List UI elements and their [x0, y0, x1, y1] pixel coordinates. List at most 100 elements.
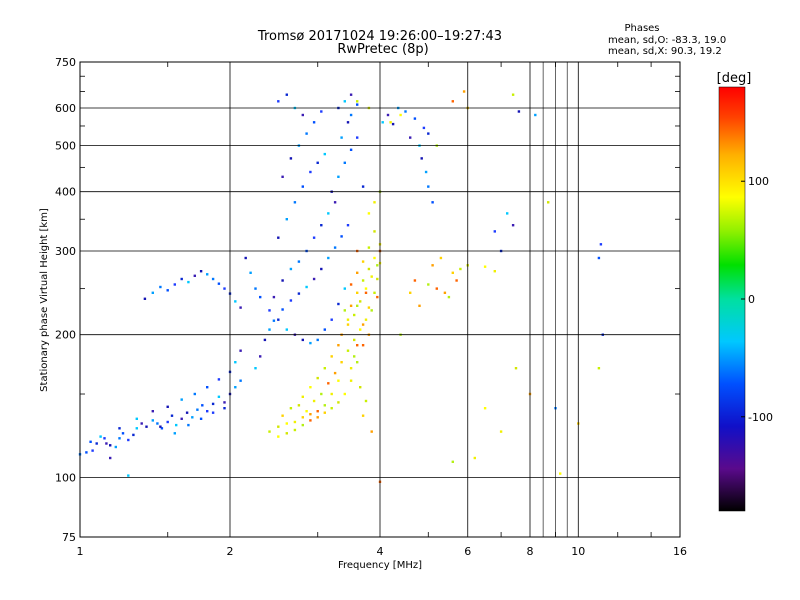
data-point-o — [337, 175, 340, 178]
data-point-o — [305, 132, 308, 135]
data-point-o — [99, 435, 102, 438]
data-point-x — [312, 399, 316, 403]
x-tick-labels: 1 2 4 6 8 10 16 — [77, 545, 688, 558]
data-point-x — [356, 291, 359, 294]
data-point-x — [293, 420, 297, 424]
data-point-o — [511, 224, 515, 227]
data-point-o — [597, 256, 601, 260]
data-point-x — [346, 318, 350, 321]
data-point-o — [127, 474, 130, 477]
data-point-x — [439, 256, 443, 260]
data-point-o — [259, 295, 262, 299]
data-point-x — [316, 376, 319, 380]
data-point-x — [451, 271, 454, 274]
data-point-o — [191, 416, 194, 419]
y-tick-label: 75 — [62, 531, 76, 544]
data-point-x — [359, 328, 362, 331]
data-point-x — [511, 93, 515, 96]
phases-x-mode: mean, sd,X: 90.3, 19.2 — [608, 46, 722, 57]
data-point-o — [114, 445, 117, 449]
data-point-o — [135, 427, 138, 430]
data-point-o — [263, 338, 267, 342]
x-tick-label: 6 — [464, 545, 471, 558]
data-point-o — [599, 243, 603, 246]
data-point-o — [156, 422, 159, 425]
data-point-o — [151, 419, 154, 422]
data-point-x — [499, 430, 503, 433]
data-point-x — [493, 270, 496, 273]
data-point-o — [89, 440, 92, 443]
data-point-o — [427, 132, 430, 135]
data-point-x — [376, 295, 379, 299]
data-point-o — [301, 113, 304, 117]
data-point-o — [91, 449, 94, 452]
data-point-o — [118, 437, 121, 440]
data-point-o — [206, 273, 209, 276]
data-point-x — [309, 419, 312, 422]
data-point-o — [391, 122, 395, 126]
data-point-x — [364, 287, 368, 290]
data-point-o — [121, 432, 125, 435]
data-point-x — [349, 304, 353, 307]
data-point-x — [370, 275, 373, 278]
chart-subtitle: RwPretec (8p) — [337, 42, 428, 57]
data-point-o — [239, 379, 242, 382]
data-point-o — [127, 438, 130, 442]
data-point-x — [327, 382, 330, 385]
data-point-o — [309, 341, 312, 345]
data-point-o — [424, 170, 428, 174]
data-point-x — [349, 367, 353, 370]
data-point-o — [289, 299, 293, 302]
data-point-x — [459, 267, 462, 271]
data-point-x — [427, 283, 430, 286]
data-point-x — [346, 349, 350, 352]
data-point-o — [254, 367, 257, 370]
data-point-x — [431, 264, 434, 267]
data-point-x — [367, 267, 371, 271]
points-layer — [78, 90, 604, 483]
data-point-o — [427, 185, 430, 188]
data-point-x — [373, 291, 376, 294]
data-point-o — [180, 398, 183, 401]
data-point-x — [399, 113, 402, 117]
x-tick-label: 10 — [571, 545, 585, 558]
data-point-x — [451, 100, 454, 103]
data-point-o — [223, 407, 226, 410]
data-point-x — [289, 407, 293, 410]
data-point-o — [170, 414, 174, 417]
data-point-x — [309, 413, 312, 416]
data-point-x — [343, 309, 346, 312]
data-point-o — [349, 148, 353, 151]
data-point-o — [320, 267, 323, 271]
data-point-x — [359, 386, 362, 389]
data-point-o — [316, 338, 319, 342]
data-point-x — [349, 283, 353, 286]
data-point-x — [473, 456, 476, 460]
data-point-x — [373, 201, 376, 204]
data-point-o — [234, 386, 237, 389]
data-point-x — [337, 401, 340, 404]
data-point-x — [376, 277, 379, 281]
y-tick-label: 400 — [55, 186, 76, 199]
data-point-x — [370, 309, 373, 312]
data-point-o — [337, 302, 340, 306]
colorbar — [718, 86, 746, 512]
data-point-o — [143, 297, 147, 300]
colorbar-label: [deg] — [717, 71, 752, 86]
data-point-x — [330, 355, 333, 358]
data-point-x — [418, 304, 421, 307]
data-point-x — [370, 430, 373, 433]
data-point-o — [422, 126, 426, 130]
data-point-o — [223, 401, 226, 404]
data-point-o — [85, 451, 88, 454]
data-point-o — [301, 338, 304, 342]
data-point-o — [349, 113, 353, 117]
data-point-o — [312, 121, 316, 124]
data-point-o — [327, 256, 330, 260]
data-point-o — [185, 411, 189, 414]
data-point-x — [330, 392, 333, 396]
data-point-x — [305, 410, 308, 413]
data-point-o — [159, 285, 162, 289]
data-point-x — [364, 318, 368, 321]
data-point-o — [312, 277, 316, 281]
